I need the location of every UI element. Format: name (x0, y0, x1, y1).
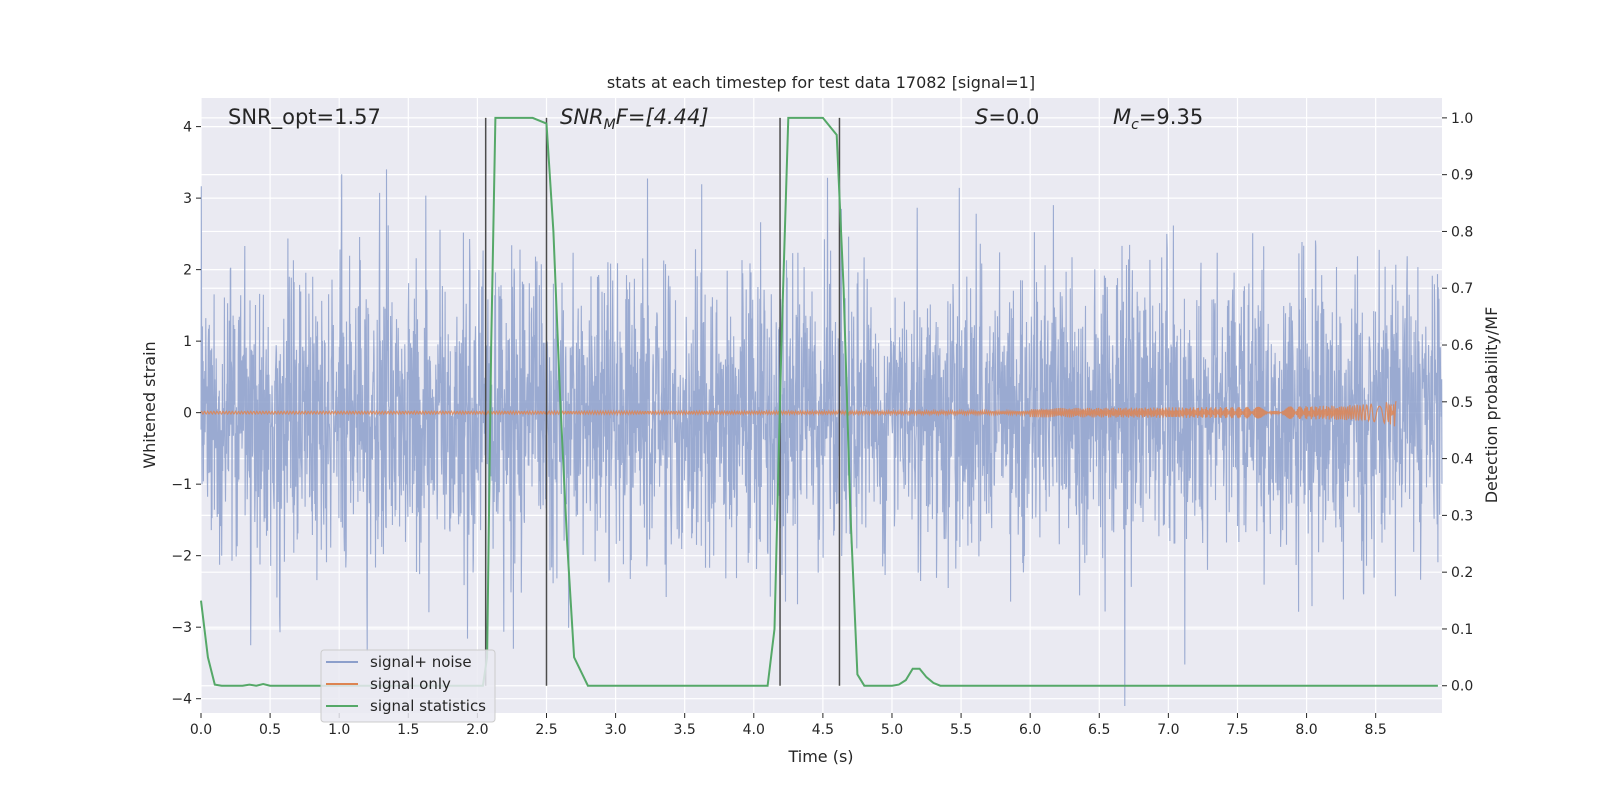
legend-label-signal: signal only (370, 675, 451, 693)
x-tick-label: 1.5 (397, 722, 419, 738)
legend-box (320, 649, 496, 723)
signal-noise-series (200, 169, 1443, 707)
y-tick-label: 4 (183, 120, 192, 136)
y2-tick-label: 0.7 (1451, 281, 1473, 297)
x-tick-label: 5.0 (881, 722, 903, 738)
x-tick-label: 6.5 (1088, 722, 1110, 738)
y2-tick-label: 0.6 (1451, 338, 1473, 354)
chart-title: stats at each timestep for test data 170… (607, 73, 1035, 92)
y2-tick-label: 0.4 (1451, 452, 1473, 468)
x-axis-label: Time (s) (787, 747, 853, 766)
x-tick-label: 2.5 (535, 722, 557, 738)
y-axis-ticks: 4 3 2 1 0 −1 −2 −3 −4 (171, 120, 201, 708)
y2-tick-label: 0.1 (1451, 622, 1473, 638)
y-tick-label: 3 (183, 191, 192, 207)
y2-tick-label: 0.0 (1451, 679, 1473, 695)
x-tick-label: 7.0 (1157, 722, 1179, 738)
y2-tick-label: 0.3 (1451, 508, 1473, 524)
x-tick-label: 2.0 (466, 722, 488, 738)
legend-label-stats: signal statistics (370, 697, 486, 715)
y2-tick-label: 1.0 (1451, 111, 1473, 127)
snr-opt-annotation: SNR_opt=1.57 (228, 105, 381, 130)
y2-axis-label: Detection probability/MF (1482, 307, 1501, 504)
x-tick-label: 4.5 (812, 722, 834, 738)
y-tick-label: −3 (171, 620, 192, 636)
x-tick-label: 0.0 (190, 722, 212, 738)
signal-noise-line (200, 169, 1443, 707)
snr-mf-annotation: SNRMF=[4.44] (560, 105, 709, 133)
legend-label-noise: signal+ noise (370, 653, 472, 671)
x-tick-label: 4.0 (743, 722, 765, 738)
x-tick-label: 7.5 (1226, 722, 1248, 738)
legend: signal+ noise signal only signal statist… (320, 649, 496, 723)
signal-statistics-line (200, 116, 1438, 687)
y-tick-label: −4 (171, 692, 192, 708)
signal-statistics-series (200, 116, 1438, 687)
x-axis-ticks: 0.0 0.5 1.0 1.5 2.0 2.5 3.0 3.5 4.0 4.5 5.0 5.5 6.0 6… (190, 713, 1387, 738)
x-tick-label: 8.5 (1365, 722, 1387, 738)
mc-annotation: Mc=9.35 (1113, 105, 1203, 133)
y-tick-label: 1 (183, 334, 192, 350)
y2-tick-label: 0.5 (1451, 395, 1473, 411)
signal-only-line (200, 401, 1397, 427)
y-tick-label: 2 (183, 263, 192, 279)
x-tick-label: 5.5 (950, 722, 972, 738)
y2-tick-label: 0.8 (1451, 224, 1473, 240)
y-axis-label: Whitened strain (140, 341, 159, 468)
x-tick-label: 8.0 (1295, 722, 1317, 738)
s-annotation: S=0.0 (975, 105, 1039, 129)
grid-lines (200, 98, 1442, 713)
signal-only-series (200, 401, 1397, 427)
x-tick-label: 6.0 (1019, 722, 1041, 738)
y2-tick-label: 0.2 (1451, 565, 1473, 581)
y2-tick-label: 0.9 (1451, 168, 1473, 184)
x-tick-label: 3.0 (604, 722, 626, 738)
y-tick-label: −2 (171, 549, 192, 565)
x-tick-label: 3.5 (674, 722, 696, 738)
y-tick-label: −1 (171, 477, 192, 493)
y-tick-label: 0 (183, 406, 192, 422)
x-tick-label: 0.5 (259, 722, 281, 738)
x-tick-label: 1.0 (328, 722, 350, 738)
y2-axis-ticks: 1.0 0.9 0.8 0.7 0.6 0.5 0.4 0.3 0.2 0.1 0.0 (1442, 111, 1473, 695)
